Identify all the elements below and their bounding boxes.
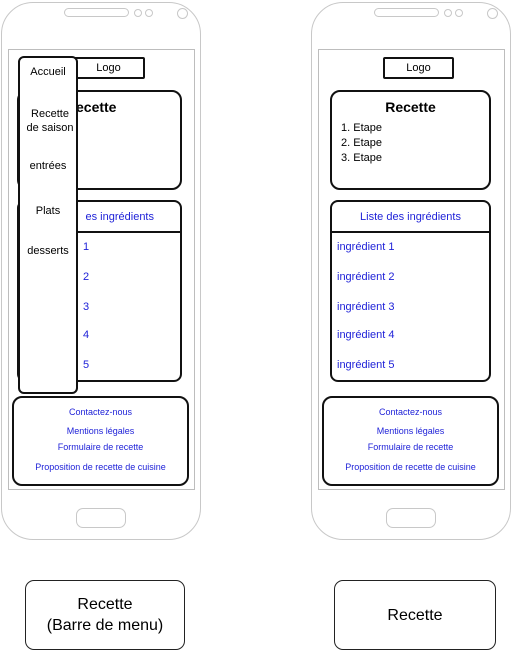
logo[interactable]: Logo — [72, 57, 145, 79]
side-menu: Accueil Recette de saison entrées Plats … — [18, 56, 78, 394]
ingredient-item[interactable]: ingrédient 1 — [337, 241, 395, 253]
phone-speaker — [64, 8, 129, 17]
recipe-title: ecette — [76, 99, 117, 115]
phone-home-button[interactable] — [76, 508, 126, 528]
ingredient-item[interactable]: ingrédient 4 — [337, 329, 395, 341]
phone-camera-icon — [444, 9, 452, 17]
phone-home-button[interactable] — [386, 508, 436, 528]
recipe-step: 3. Etape — [341, 152, 382, 164]
ingredient-item[interactable]: 2 — [83, 271, 90, 283]
footer-link-contact[interactable]: Contactez-nous — [378, 407, 443, 417]
ingredient-item[interactable]: 4 — [83, 329, 90, 341]
menu-item-seasonal[interactable]: Recette de saison — [26, 108, 74, 134]
phone-sensor-icon — [455, 9, 463, 17]
ingredient-item[interactable]: ingrédient 5 — [337, 359, 395, 371]
phone-front-camera-icon — [487, 8, 498, 19]
footer-link-recipe-form[interactable]: Formulaire de recette — [367, 442, 454, 452]
logo-label: Logo — [406, 62, 431, 74]
footer-link-legal[interactable]: Mentions légales — [376, 426, 445, 436]
caption-recipe-screen: Recette — [334, 580, 496, 650]
ingredient-item[interactable]: 5 — [83, 359, 90, 371]
phone-front-camera-icon — [177, 8, 188, 19]
ingredients-header: Liste des ingrédients — [332, 202, 489, 233]
logo[interactable]: Logo — [383, 57, 454, 79]
recipe-step: 1. Etape — [341, 122, 382, 134]
footer-link-recipe-form[interactable]: Formulaire de recette — [57, 442, 144, 452]
recipe-title: Recette — [385, 99, 436, 115]
phone-sensor-icon — [145, 9, 153, 17]
menu-item-mains[interactable]: Plats — [35, 205, 61, 217]
ingredients-card: Liste des ingrédients ingrédient 1 ingré… — [330, 200, 491, 382]
footer-link-legal[interactable]: Mentions légales — [66, 426, 135, 436]
phone-camera-icon — [134, 9, 142, 17]
phone-speaker — [374, 8, 439, 17]
ingredient-item[interactable]: ingrédient 2 — [337, 271, 395, 283]
recipe-steps: 1. Etape 2. Etape 3. Etape — [341, 121, 382, 166]
caption-menu-screen: Recette (Barre de menu) — [25, 580, 185, 650]
footer-link-contact[interactable]: Contactez-nous — [68, 407, 133, 417]
logo-label: Logo — [96, 62, 121, 74]
ingredients-header: es ingrédients — [19, 202, 180, 233]
ingredient-item[interactable]: ingrédient 3 — [337, 301, 395, 313]
recipe-step: 2. Etape — [341, 137, 382, 149]
ingredient-item[interactable]: 3 — [83, 301, 90, 313]
footer-card: Contactez-nous Mentions légales Formulai… — [12, 396, 189, 486]
menu-item-home[interactable]: Accueil — [30, 66, 66, 78]
menu-item-desserts[interactable]: desserts — [27, 245, 69, 257]
recipe-card: Recette 1. Etape 2. Etape 3. Etape — [330, 90, 491, 190]
footer-card: Contactez-nous Mentions légales Formulai… — [322, 396, 499, 486]
footer-link-recipe-proposal[interactable]: Proposition de recette de cuisine — [345, 462, 476, 472]
footer-link-recipe-proposal[interactable]: Proposition de recette de cuisine — [35, 462, 166, 472]
ingredient-item[interactable]: 1 — [83, 241, 90, 253]
menu-item-starters[interactable]: entrées — [29, 160, 67, 172]
